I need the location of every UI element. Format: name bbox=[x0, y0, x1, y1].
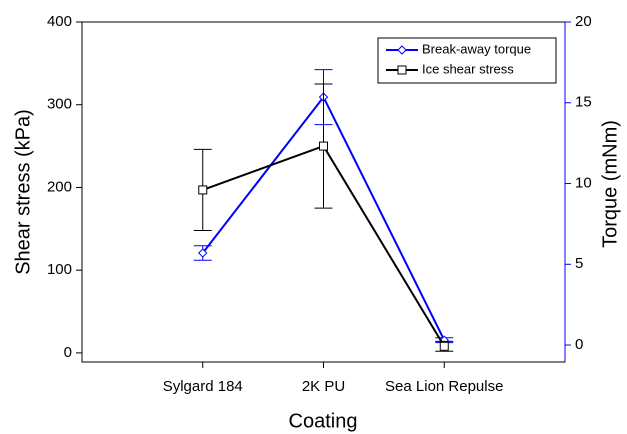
y-axis-label: Shear stress (kPa) bbox=[12, 109, 34, 275]
y2-tick-label: 10 bbox=[575, 174, 592, 191]
legend-marker bbox=[397, 45, 407, 55]
y2-tick-label: 20 bbox=[575, 13, 592, 30]
y-tick-label: 200 bbox=[47, 178, 72, 195]
legend-marker bbox=[397, 65, 407, 75]
x-tick-label: 2K PU bbox=[302, 378, 345, 395]
x-tick-label: Sylgard 184 bbox=[163, 378, 243, 395]
data-point bbox=[198, 185, 208, 195]
legend-label: Break-away torque bbox=[422, 41, 531, 56]
y-tick-label: 400 bbox=[47, 13, 72, 30]
y2-tick-label: 0 bbox=[575, 336, 583, 353]
data-point bbox=[198, 248, 208, 258]
data-point bbox=[319, 141, 328, 151]
y-tick-label: 0 bbox=[64, 344, 72, 361]
data-point bbox=[439, 341, 449, 351]
y-tick-label: 300 bbox=[47, 96, 72, 113]
x-axis-label: Coating bbox=[289, 410, 358, 432]
legend-box bbox=[377, 37, 557, 84]
y2-tick-label: 5 bbox=[575, 255, 583, 272]
x-tick-label: Sea Lion Repulse bbox=[385, 378, 503, 395]
y2-axis-label: Torque (mNm) bbox=[599, 120, 621, 248]
y2-tick-label: 15 bbox=[575, 94, 592, 111]
y-tick-label: 100 bbox=[47, 261, 72, 278]
legend-label: Ice shear stress bbox=[422, 61, 514, 76]
